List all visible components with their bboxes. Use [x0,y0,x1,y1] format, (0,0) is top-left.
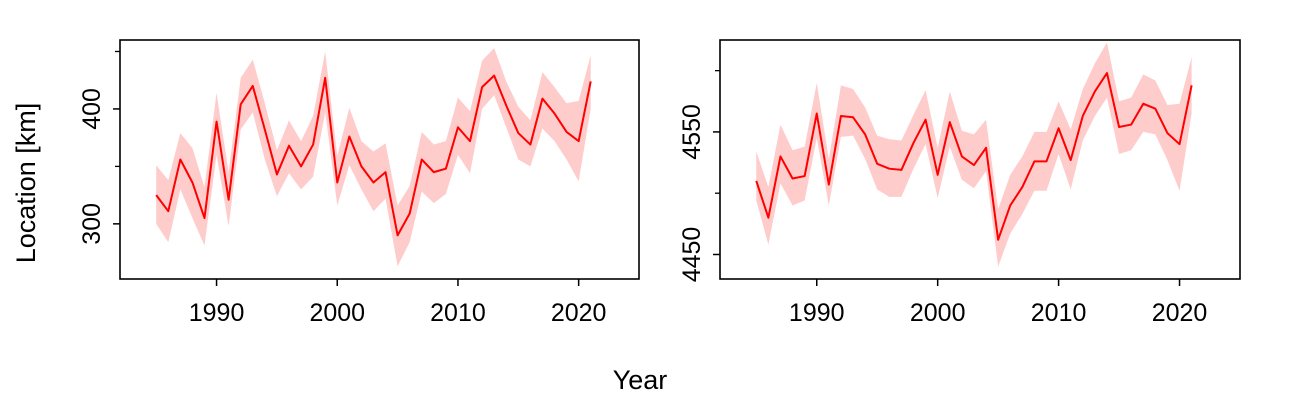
right-data-point [1070,159,1072,161]
right-series-line [755,72,1193,241]
x-axis-label: Year [613,365,668,395]
right-y-tick-label: 4450 [678,227,706,283]
right-data-point [1142,103,1144,105]
left-data-point [288,145,290,147]
right-data-point [1046,160,1048,162]
left-plot-frame [119,39,640,280]
right-data-point [900,169,902,171]
right-data-point [888,168,890,170]
left-data-point [216,121,218,123]
right-y-tick-label: 4550 [678,104,706,160]
right-data-point [997,239,999,241]
right-data-point [755,180,757,182]
left-data-point [517,132,519,134]
right-data-point [1106,72,1108,74]
left-data-point [433,171,435,173]
left-data-point [529,144,531,146]
left-data-point [155,194,157,196]
left-confidence-band [156,48,591,267]
right-data-point [767,217,769,219]
right-x-tick-label: 2000 [910,299,966,327]
right-data-point [925,119,927,121]
left-x-tick-label: 1990 [189,299,245,327]
left-y-tick-label: 400 [78,88,106,130]
right-data-point [1033,160,1035,162]
y-axis-label: Location [km] [11,103,41,264]
right-x-tick-label: 2020 [1152,299,1208,327]
right-data-point [1179,143,1181,145]
left-data-point [167,210,169,212]
left-data-point [203,217,205,219]
right-data-point [1058,127,1060,129]
left-data-point [312,144,314,146]
left-series-line [155,74,592,237]
left-panel: 1990 2000 2010 2020 300 400 [78,39,640,327]
left-data-point [493,75,495,77]
left-data-point [541,98,543,100]
right-data-point [973,164,975,166]
left-data-point [324,77,326,79]
left-data-point [191,181,193,183]
right-data-point [852,116,854,118]
right-panel: 1990 2000 2010 2020 4450 4550 [678,39,1241,327]
left-data-point [590,80,592,82]
left-data-point [348,136,350,138]
right-data-point [1021,186,1023,188]
left-data-point [578,140,580,142]
left-data-point [385,171,387,173]
right-data-point [1009,204,1011,206]
left-y-tick-label: 300 [78,203,106,245]
left-x-tick-label: 2020 [551,299,607,327]
right-data-point [1130,124,1132,126]
left-data-point [264,129,266,131]
right-data-point [1191,84,1193,86]
right-data-point [1166,132,1168,134]
left-data-point [457,126,459,128]
right-data-point [816,113,818,115]
left-data-point [397,234,399,236]
right-data-point [792,178,794,180]
right-data-point [840,115,842,117]
right-data-point [1154,108,1156,110]
left-data-point [252,85,254,87]
left-data-point [445,168,447,170]
right-confidence-band [756,42,1192,267]
left-data-point [481,86,483,88]
right-data-point [1094,90,1096,92]
right-data-point [985,147,987,149]
left-data-point [372,181,374,183]
left-data-point [300,165,302,167]
right-x-tick-label: 1990 [789,299,845,327]
right-data-point [912,142,914,144]
right-plot-frame [719,39,1241,280]
left-data-point [566,131,568,133]
right-data-point [876,163,878,165]
right-x-tick-label: 2010 [1031,299,1087,327]
right-data-point [779,155,781,157]
left-data-point [469,140,471,142]
left-data-point [240,103,242,105]
right-data-point [937,174,939,176]
right-data-point [828,184,830,186]
right-data-point [804,175,806,177]
left-x-tick-label: 2000 [309,299,365,327]
left-data-point [421,159,423,161]
left-x-tick-label: 2010 [430,299,486,327]
left-data-point [505,105,507,107]
left-data-point [228,199,230,201]
right-data-point [864,133,866,135]
left-data-point [554,113,556,115]
left-data-point [360,165,362,167]
left-data-point [276,173,278,175]
right-data-point [1082,115,1084,117]
left-data-point [336,181,338,183]
right-data-point [961,155,963,157]
left-data-point [409,213,411,215]
left-data-point [179,159,181,161]
right-data-point [1118,126,1120,128]
right-data-point [949,121,951,123]
